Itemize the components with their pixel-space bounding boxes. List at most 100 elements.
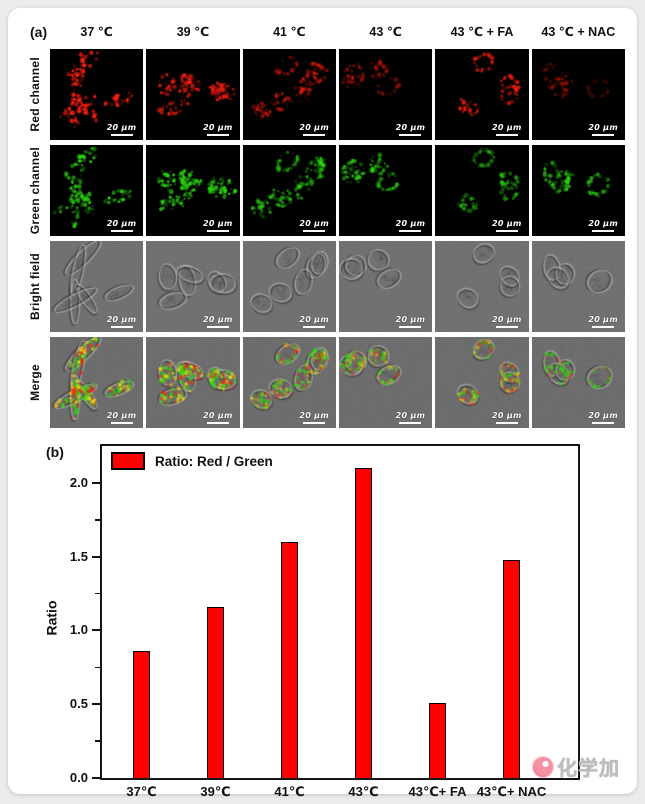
- scale-bar: 20 μm: [203, 411, 233, 424]
- scale-bar: 20 μm: [106, 218, 137, 232]
- scale-bar-line: [592, 133, 615, 136]
- micrograph-merge-col1: 20 μm: [50, 337, 144, 428]
- micrograph-merge-col6: 20 μm: [531, 337, 625, 428]
- row-label-bright: Bright field: [20, 241, 50, 332]
- panel-b-label: (b): [46, 444, 64, 460]
- micrograph-green-col2: 20 μm: [146, 145, 240, 236]
- watermark: 化学加: [532, 752, 620, 781]
- column-header-1: 37 ℃: [80, 24, 113, 39]
- y-axis-tick-label: 1.0: [69, 622, 88, 638]
- micrograph-bright-col5: 20 μm: [435, 241, 529, 332]
- row-label-text: Merge: [28, 364, 42, 401]
- micrograph-merge-col3: 20 μm: [242, 337, 336, 428]
- scale-bar-line: [592, 421, 615, 424]
- micrograph-row-green: Green channel 20 μm 20 μm 20 μm 20 μm 20 μm 20…: [20, 145, 625, 236]
- micrograph-red-col2: 20 μm: [146, 49, 240, 140]
- micrograph-image: [50, 49, 144, 140]
- micrograph-row-red: Red channel 20 μm 20 μm 20 μm 20 μm 20 μm 20 μ…: [20, 49, 625, 140]
- micrograph-image: [242, 241, 336, 332]
- y-axis-tick-label: 0.5: [69, 696, 88, 712]
- micrograph-image: [50, 241, 144, 332]
- bar-chart-plot-area: Ratio: Red / Green 0.0 0.5 1.0 1.5 2.0 37℃ 39℃…: [70, 444, 580, 799]
- scale-bar-line: [495, 325, 518, 328]
- scale-bar: 20 μm: [299, 123, 329, 136]
- y-axis-minor-tick: [95, 666, 101, 669]
- micrograph-bright-col3: 20 μm: [242, 241, 336, 332]
- scale-bar-label: 20 μm: [106, 218, 137, 228]
- scale-bar-line: [110, 133, 133, 136]
- panel-a-label: (a): [30, 24, 48, 40]
- scale-bar-label: 20 μm: [106, 122, 137, 132]
- scale-bar: 20 μm: [588, 218, 618, 232]
- scale-bar-line: [206, 325, 229, 328]
- micrograph-red-col3: 20 μm: [242, 49, 336, 140]
- bar-37℃: [133, 651, 150, 778]
- scale-bar-line: [399, 229, 422, 232]
- micrograph-red-col4: 20 μm: [338, 49, 433, 140]
- scale-bar-label: 20 μm: [395, 122, 426, 132]
- panel-b-bar-chart: (b) Ratio Ratio: Red / Green 0.0 0.5 1.0 1.…: [20, 438, 625, 799]
- column-header-4: 43 ℃: [369, 24, 402, 39]
- row-label-red: Red channel: [20, 49, 50, 140]
- scale-bar-label: 20 μm: [395, 410, 426, 420]
- scale-bar-line: [399, 133, 422, 136]
- micrograph-bright-col4: 20 μm: [338, 241, 433, 332]
- scale-bar-line: [399, 421, 422, 424]
- scale-bar-label: 20 μm: [588, 218, 618, 228]
- micrograph-green-col3: 20 μm: [242, 145, 336, 236]
- micrograph-image: [146, 337, 240, 428]
- scale-bar-label: 20 μm: [588, 410, 618, 420]
- row-label-merge: Merge: [20, 337, 50, 428]
- scale-bar: 20 μm: [588, 410, 618, 424]
- micrograph-merge-col4: 20 μm: [338, 337, 433, 428]
- scale-bar: 20 μm: [395, 122, 426, 136]
- x-axis-tick-label: 41℃: [274, 784, 305, 799]
- y-axis-major-tick: [92, 777, 101, 779]
- scale-bar-label: 20 μm: [395, 218, 426, 228]
- micrograph-image: [50, 337, 144, 428]
- bar-41℃: [281, 541, 298, 778]
- scale-bar-line: [303, 133, 326, 136]
- micrograph-grid: Red channel 20 μm 20 μm 20 μm 20 μm 20 μm 20 μ…: [20, 49, 625, 428]
- y-axis-major-tick: [92, 703, 101, 706]
- scale-bar-label: 20 μm: [299, 314, 329, 324]
- scale-bar-line: [495, 133, 518, 136]
- scale-bar: 20 μm: [492, 219, 522, 232]
- x-axis-tick-label: 43℃+ FA: [408, 784, 467, 799]
- scale-bar-label: 20 μm: [492, 122, 522, 132]
- y-axis-major-tick: [92, 555, 101, 558]
- figure-card: (a) 37 ℃ 39 ℃ 41 ℃ 43 ℃ 43 ℃ + FA 43 ℃ + NAC …: [8, 8, 637, 799]
- y-axis-minor-tick: [95, 518, 101, 521]
- y-axis-major-tick: [92, 481, 101, 484]
- watermark-text: 化学加: [557, 758, 620, 780]
- scale-bar: 20 μm: [203, 219, 233, 232]
- row-label-text: Green channel: [28, 146, 42, 235]
- scale-bar-line: [110, 325, 133, 328]
- micrograph-image: [531, 49, 625, 140]
- scale-bar-label: 20 μm: [492, 314, 522, 324]
- scale-bar-line: [495, 229, 518, 232]
- scale-bar-line: [110, 229, 133, 232]
- row-label-text: Bright field: [28, 253, 42, 320]
- x-axis-tick-label: 39℃: [200, 784, 231, 799]
- scale-bar: 20 μm: [395, 218, 426, 232]
- scale-bar: 20 μm: [107, 411, 137, 424]
- scale-bar-line: [206, 421, 229, 424]
- y-axis-major-tick: [92, 629, 101, 632]
- scale-bar-label: 20 μm: [299, 410, 329, 420]
- micrograph-image: [435, 337, 529, 428]
- micrograph-image: [435, 241, 529, 332]
- scale-bar: 20 μm: [106, 122, 137, 136]
- y-axis-tick-label: 0.0: [69, 770, 88, 785]
- micrograph-bright-col6: 20 μm: [531, 241, 625, 332]
- micrograph-image: [242, 145, 336, 236]
- micrograph-image: [146, 145, 240, 236]
- scale-bar-line: [206, 229, 229, 232]
- micrograph-merge-col2: 20 μm: [146, 337, 240, 428]
- micrograph-image: [242, 337, 336, 428]
- scale-bar: 20 μm: [588, 123, 618, 136]
- scale-bar-label: 20 μm: [203, 314, 233, 324]
- scale-bar: 20 μm: [395, 410, 426, 424]
- scale-bar-label: 20 μm: [106, 314, 137, 324]
- column-header-2: 39 ℃: [176, 24, 210, 39]
